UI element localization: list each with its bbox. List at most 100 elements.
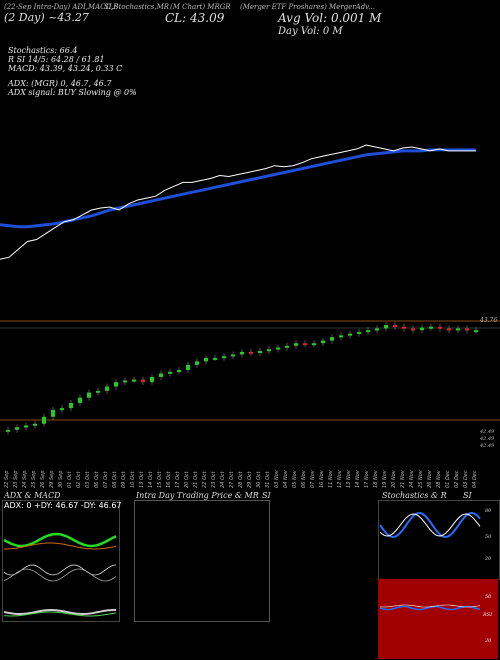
title-mid: SI,Stochastics,MR — [104, 3, 170, 11]
candle-body — [240, 351, 244, 355]
adx-panel — [2, 500, 120, 622]
candle-body — [123, 380, 127, 383]
date-tick-label: 23 Sep — [13, 471, 19, 488]
candle-body — [249, 351, 253, 354]
intraday-panel — [134, 500, 270, 622]
adx-signal: ADX signal: BUY Slowing @ 0% — [8, 88, 137, 97]
stoch-d-line — [379, 513, 481, 537]
candle-body — [465, 328, 469, 331]
candle-body — [15, 427, 19, 430]
date-tick-label: 22 Sep — [4, 471, 10, 488]
date-tick-label: 03 Dec — [463, 470, 469, 488]
stoch-k-line — [379, 511, 481, 539]
candle-body — [96, 390, 100, 393]
candlestick-area — [0, 320, 500, 435]
candle-body — [231, 354, 235, 357]
adx-value: ADX: (MGR) 0, 46.7, 46.7 — [8, 79, 112, 88]
date-tick-label: 31 Oct — [265, 470, 271, 488]
candle-body — [204, 357, 208, 362]
candle-body — [24, 425, 28, 428]
date-axis: 22 Sep 23 Sep 24 Sep 25 Sep 26 Sep 29 Sep 30 S… — [4, 469, 478, 488]
candle-body — [60, 408, 64, 411]
date-tick-label: 10 Oct — [130, 470, 136, 488]
candle-body — [51, 409, 55, 417]
date-tick-label: 04 Dec — [472, 470, 478, 488]
stoch-panel-title: Stochastics & R — [382, 491, 447, 500]
candle-body — [186, 364, 190, 371]
stochastics-value: Stochastics: 66.4 — [8, 46, 78, 55]
candle-body — [447, 328, 451, 331]
candle-body — [267, 349, 271, 352]
date-tick-label: 25 Sep — [31, 471, 37, 488]
date-tick-label: 01 Dec — [445, 470, 451, 488]
date-tick-label: 17 Oct — [175, 470, 181, 488]
date-tick-label: 17 Nov — [364, 469, 370, 488]
day-change: (2 Day) ~43.27 — [4, 11, 89, 24]
candle-body — [366, 330, 370, 333]
minus-di-line — [4, 542, 117, 550]
date-tick-label: 24 Sep — [22, 471, 28, 488]
candle-body — [6, 429, 10, 432]
price-line — [0, 144, 476, 260]
date-tick-label: 11 Nov — [328, 469, 334, 488]
avg-volume: Avg Vol: 0.001 M — [278, 11, 382, 25]
candle-body — [78, 397, 82, 403]
macd-line — [3, 564, 117, 576]
date-tick-label: 09 Oct — [121, 470, 127, 488]
candle-body — [222, 356, 226, 359]
candle-body — [393, 325, 397, 327]
macd-signal-line — [3, 568, 117, 582]
date-tick-label: 21 Nov — [400, 469, 406, 488]
date-tick-label: 30 Oct — [256, 470, 262, 488]
date-tick-label: 29 Oct — [247, 470, 253, 488]
date-tick-label: 27 Oct — [229, 470, 235, 488]
date-tick-label: 06 Nov — [301, 469, 307, 488]
close-price: CL: 43.09 — [165, 11, 225, 25]
candle-body — [87, 392, 91, 398]
candle-body — [141, 379, 145, 383]
date-tick-label: 05 Nov — [292, 469, 298, 488]
candle-body — [150, 376, 154, 383]
candle-body — [114, 382, 118, 387]
candle-body — [168, 371, 172, 374]
date-tick-label: 29 Sep — [49, 471, 55, 488]
candle-body — [213, 357, 217, 360]
candle-body — [420, 327, 424, 331]
macd-hist-line-2 — [3, 611, 117, 617]
candle-body — [330, 337, 334, 341]
candle-body — [195, 361, 199, 365]
date-tick-label: 04 Nov — [283, 469, 289, 488]
candle-body — [384, 325, 388, 329]
macd-value: MACD: 43.39, 43.24, 0.33 C — [8, 64, 123, 73]
date-tick-label: 24 Oct — [220, 470, 226, 488]
date-tick-label: 07 Nov — [310, 469, 316, 488]
rsi-tick-label: RSI — [483, 612, 493, 618]
candle-body — [375, 328, 379, 331]
date-tick-label: 02 Dec — [454, 470, 460, 488]
candle-body — [159, 373, 163, 377]
date-tick-label: 28 Oct — [238, 470, 244, 488]
date-tick-label: 22 Oct — [202, 470, 208, 488]
date-tick-label: 14 Oct — [148, 470, 154, 488]
price-ma-lines — [0, 144, 476, 260]
candle-body — [321, 340, 325, 344]
stoch-tick-80: 80 — [485, 508, 492, 514]
date-tick-label: 26 Sep — [40, 471, 46, 488]
candle-body — [105, 386, 109, 391]
date-tick-label: 07 Oct — [103, 470, 109, 488]
candle-body — [339, 335, 343, 338]
date-tick-label: 20 Nov — [391, 469, 397, 488]
candle-body — [456, 328, 460, 331]
candle-body — [33, 423, 37, 426]
date-tick-label: 20 Oct — [184, 470, 190, 488]
candle-body — [285, 345, 289, 348]
candle-body — [258, 350, 262, 353]
day-volume: Day Vol: 0 M — [278, 26, 343, 37]
date-tick-label: 19 Nov — [382, 469, 388, 488]
date-tick-label: 26 Nov — [427, 469, 433, 488]
date-tick-label: 25 Nov — [418, 469, 424, 488]
symbol-line: (22-Sep Intra-Day) ADI,MACD,B — [4, 3, 119, 11]
rsi-signal-line — [379, 604, 481, 608]
